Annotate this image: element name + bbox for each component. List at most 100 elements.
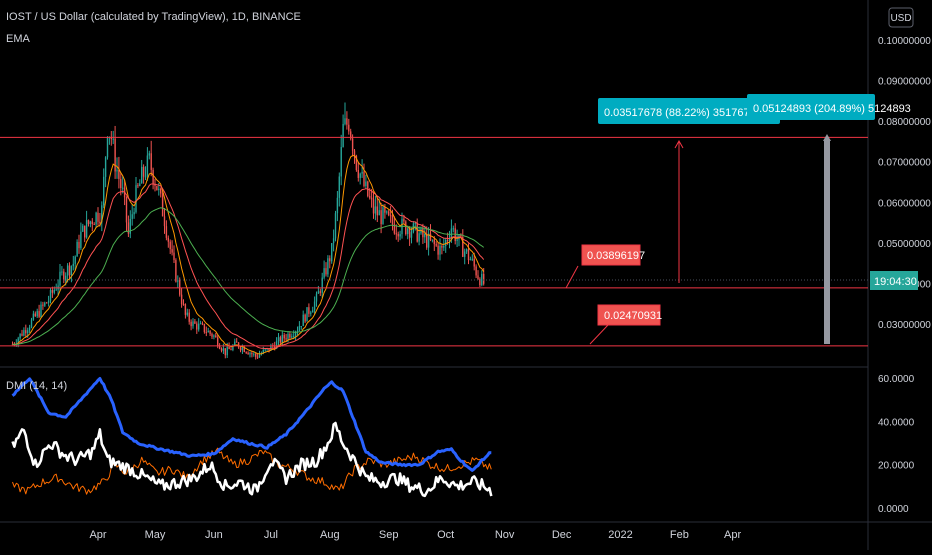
candle-body	[63, 271, 65, 281]
candle-body	[125, 197, 128, 223]
callout-high[interactable]: 0.03896197	[565, 244, 645, 289]
candle-body	[236, 341, 238, 343]
candle-body	[116, 169, 118, 172]
callout-low[interactable]: 0.02470931	[589, 304, 662, 345]
candle-body	[332, 238, 335, 244]
price-tick-label: 0.07000000	[878, 158, 931, 169]
candle-body	[239, 347, 242, 351]
time-tick-label: Apr	[724, 529, 741, 541]
candle-body	[150, 153, 152, 170]
candle-body	[253, 353, 255, 355]
candle-body	[95, 212, 97, 225]
candle-body	[386, 211, 388, 213]
candle-body	[44, 302, 46, 306]
candle-body	[446, 240, 449, 242]
candle-body	[194, 321, 196, 324]
adx-line	[11, 377, 492, 472]
candle-body	[393, 224, 396, 234]
candle-body	[378, 210, 380, 216]
candle-body	[479, 279, 481, 286]
candle-body	[437, 245, 439, 255]
candle-body	[344, 118, 346, 124]
symbol-title[interactable]: IOST / US Dollar (calculated by TradingV…	[6, 11, 301, 23]
candle-body	[369, 196, 371, 198]
candle-body	[357, 169, 359, 178]
candle-body	[220, 348, 223, 351]
candle-body	[258, 354, 261, 358]
candle-body	[226, 346, 228, 356]
candle-body	[199, 323, 202, 325]
time-tick-label: 2022	[608, 529, 632, 541]
candle-body	[127, 222, 130, 234]
candle-body	[141, 166, 143, 184]
ema-legend[interactable]: EMA	[6, 33, 30, 45]
candle-body	[334, 213, 337, 239]
candle-body	[471, 258, 473, 260]
upper-measure-label[interactable]: 0.03517678 (88.22%) 3517678	[598, 98, 780, 124]
candle-body	[89, 221, 92, 225]
candle-body	[163, 216, 166, 227]
candle-body	[186, 312, 188, 315]
dmi-legend[interactable]: DMI (14, 14)	[6, 380, 68, 392]
candle-body	[306, 307, 308, 322]
currency-button[interactable]: USD	[888, 7, 914, 28]
candle-body	[291, 336, 293, 338]
candle-body	[72, 263, 74, 267]
candle-body	[87, 220, 90, 225]
time-axis[interactable]: Apr May Jun Jul Aug Sep Oct Nov Dec 2022 Feb Apr	[89, 529, 741, 541]
candle-body	[289, 333, 291, 338]
ema-mid-line	[12, 183, 485, 350]
candle-body	[429, 233, 432, 240]
price-tick-label: 0.03000000	[878, 320, 931, 331]
candle-body	[431, 239, 434, 241]
candle-body	[165, 226, 168, 238]
candle-body	[51, 290, 54, 293]
candle-body	[294, 332, 297, 336]
candle-body	[234, 341, 236, 346]
candle-body	[46, 302, 48, 304]
candle-body	[439, 245, 441, 255]
measure-tool[interactable]	[674, 134, 831, 344]
candle-body	[101, 205, 103, 223]
candle-body	[304, 314, 306, 322]
candle-body	[152, 169, 154, 185]
candle-body	[21, 333, 23, 336]
candle-body	[370, 197, 373, 200]
candle-body	[188, 312, 190, 322]
dmi-axis[interactable]: 60.0000 40.0000 20.0000 0.0000	[878, 374, 915, 515]
candle-body	[84, 225, 86, 238]
candle-body	[433, 239, 435, 245]
candle-body	[218, 346, 221, 349]
candle-body	[82, 225, 84, 232]
candles-layer	[11, 102, 485, 360]
candle-body	[118, 169, 120, 179]
candle-body	[184, 304, 187, 315]
candle-body	[243, 347, 245, 352]
candle-body	[53, 289, 55, 293]
lower-measure-label[interactable]: 0.05124893 (204.89%) 5124893	[747, 94, 911, 120]
candle-body	[42, 304, 44, 306]
candle-body	[310, 312, 312, 314]
candle-body	[213, 335, 215, 337]
candle-body	[230, 349, 232, 351]
candle-body	[161, 193, 164, 217]
candle-body	[374, 206, 377, 214]
candle-body	[131, 214, 133, 219]
candle-body	[264, 349, 266, 351]
candle-body	[416, 222, 418, 242]
candle-body	[207, 330, 209, 333]
candle-body	[319, 291, 321, 293]
candle-body	[445, 240, 447, 247]
candle-body	[112, 138, 114, 140]
candle-body	[203, 323, 206, 333]
candle-body	[55, 289, 57, 291]
candle-body	[49, 290, 52, 301]
di-minus-line	[12, 447, 492, 495]
candle-body	[308, 307, 310, 314]
candle-body	[287, 333, 289, 340]
candle-body	[331, 243, 333, 262]
candle-body	[460, 234, 462, 238]
candle-body	[346, 118, 348, 125]
candle-body	[313, 301, 316, 311]
